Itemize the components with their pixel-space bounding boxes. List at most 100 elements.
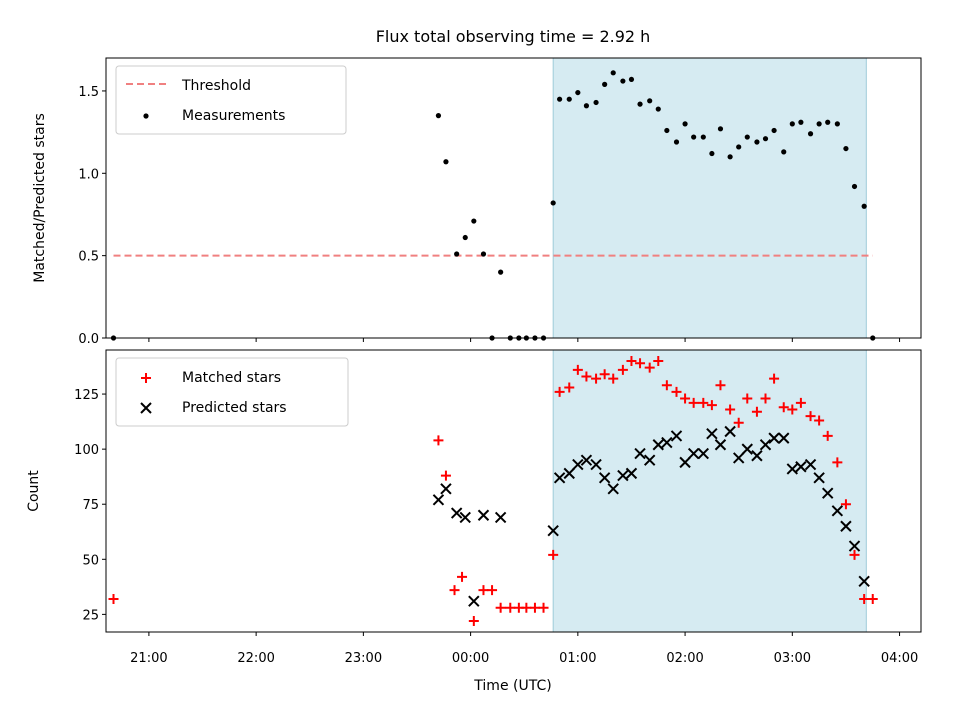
data-point-x bbox=[670, 430, 683, 442]
data-point bbox=[798, 119, 804, 125]
data-point-plus bbox=[433, 435, 444, 446]
data-point-x bbox=[563, 467, 575, 480]
data-point-plus bbox=[671, 386, 682, 397]
axes-frame bbox=[105, 349, 922, 633]
data-point-plus bbox=[581, 371, 592, 382]
data-point-plus bbox=[787, 404, 798, 415]
x-tick-label: 00:00 bbox=[452, 651, 489, 666]
data-point-plus bbox=[769, 373, 780, 384]
data-point-plus bbox=[521, 602, 532, 613]
legend: Matched stars Predicted stars bbox=[115, 357, 349, 427]
data-point-x bbox=[598, 472, 611, 484]
x-tick-label: 01:00 bbox=[559, 651, 596, 666]
data-point bbox=[647, 98, 653, 104]
data-point-x bbox=[432, 494, 445, 506]
data-point bbox=[861, 203, 867, 209]
data-point-plus bbox=[554, 386, 565, 397]
data-point-x bbox=[468, 595, 480, 607]
data-point bbox=[620, 78, 626, 84]
data-point bbox=[816, 121, 822, 127]
data-point bbox=[462, 234, 468, 241]
data-point-x bbox=[831, 505, 844, 517]
data-point-plus bbox=[478, 585, 489, 596]
y-tick-label: 1.5 bbox=[78, 85, 99, 100]
data-point-x bbox=[759, 439, 772, 451]
data-point bbox=[851, 183, 858, 190]
x-tick-label: 02:00 bbox=[666, 651, 703, 666]
data-point-plus bbox=[832, 457, 843, 468]
legend-label: Predicted stars bbox=[182, 400, 287, 416]
data-point-x bbox=[572, 458, 584, 471]
data-point-x bbox=[440, 483, 452, 495]
legend-label: Matched stars bbox=[182, 370, 281, 386]
data-point-x bbox=[643, 454, 656, 466]
data-point-plus bbox=[725, 404, 736, 415]
data-point-x bbox=[786, 463, 799, 475]
data-point-plus bbox=[108, 593, 119, 604]
data-point bbox=[628, 76, 635, 83]
data-point-plus bbox=[867, 593, 878, 604]
data-point-plus bbox=[626, 356, 637, 367]
bottom-panel: 25 50 75 100 125 21:00 22:00 23:00 00:00 01:00 02:… bbox=[26, 349, 922, 666]
data-point-x bbox=[450, 507, 463, 519]
data-point-plus bbox=[733, 417, 744, 428]
observing-span bbox=[552, 57, 867, 339]
data-point bbox=[744, 134, 750, 140]
data-point bbox=[825, 119, 831, 125]
data-point bbox=[789, 121, 795, 127]
data-point-plus bbox=[635, 358, 646, 369]
legend-label: Measurements bbox=[182, 108, 285, 124]
data-point-x bbox=[652, 439, 664, 451]
top-panel: 0.0 0.5 1.0 1.5 Matched/Predicted stars Thres… bbox=[32, 57, 922, 347]
data-point-plus bbox=[814, 415, 825, 426]
legend-marker bbox=[140, 402, 152, 414]
y-tick-label: 100 bbox=[74, 443, 99, 458]
data-point-x bbox=[697, 447, 710, 460]
data-point bbox=[736, 144, 742, 150]
y-axis-title: Matched/Predicted stars bbox=[32, 113, 48, 283]
data-point-x bbox=[607, 483, 619, 495]
data-point-x bbox=[661, 436, 673, 449]
data-point-x bbox=[634, 447, 646, 460]
data-point-plus bbox=[760, 393, 771, 404]
data-point-plus bbox=[742, 393, 753, 404]
data-point-x bbox=[840, 520, 852, 532]
data-point-plus bbox=[487, 585, 498, 596]
data-point-plus bbox=[505, 602, 516, 613]
data-point-x bbox=[547, 524, 559, 537]
data-point bbox=[443, 159, 449, 165]
y-tick-label: 1.0 bbox=[78, 167, 99, 182]
data-point bbox=[550, 200, 556, 206]
data-point bbox=[754, 139, 760, 145]
data-point-x bbox=[768, 432, 780, 444]
legend-box bbox=[115, 65, 347, 135]
data-point-plus bbox=[661, 380, 672, 391]
data-point-plus bbox=[608, 373, 619, 384]
data-point-plus bbox=[859, 593, 870, 604]
data-point-plus bbox=[599, 369, 610, 380]
data-point bbox=[557, 96, 563, 102]
data-point-x bbox=[821, 487, 834, 499]
data-point-plus bbox=[805, 411, 816, 422]
data-point bbox=[480, 251, 487, 257]
data-point bbox=[727, 154, 733, 160]
data-point-x bbox=[732, 452, 745, 464]
chart-title: Flux total observing time = 2.92 h bbox=[376, 27, 651, 46]
data-point-plus bbox=[617, 364, 628, 375]
data-point-plus bbox=[706, 400, 717, 411]
data-point-plus bbox=[822, 430, 833, 441]
data-point-plus bbox=[495, 602, 506, 613]
data-point bbox=[700, 134, 706, 140]
y-tick-label: 125 bbox=[74, 388, 99, 403]
y-tick-label: 0.5 bbox=[78, 250, 99, 265]
x-tick-label: 03:00 bbox=[774, 651, 811, 666]
data-point-x bbox=[459, 511, 471, 524]
data-point bbox=[762, 136, 769, 142]
data-point bbox=[610, 70, 616, 76]
data-point-plus bbox=[644, 362, 655, 373]
data-point bbox=[498, 269, 504, 275]
data-point-plus bbox=[538, 602, 549, 613]
x-axis-title: Time (UTC) bbox=[473, 678, 551, 694]
data-point bbox=[566, 96, 572, 102]
